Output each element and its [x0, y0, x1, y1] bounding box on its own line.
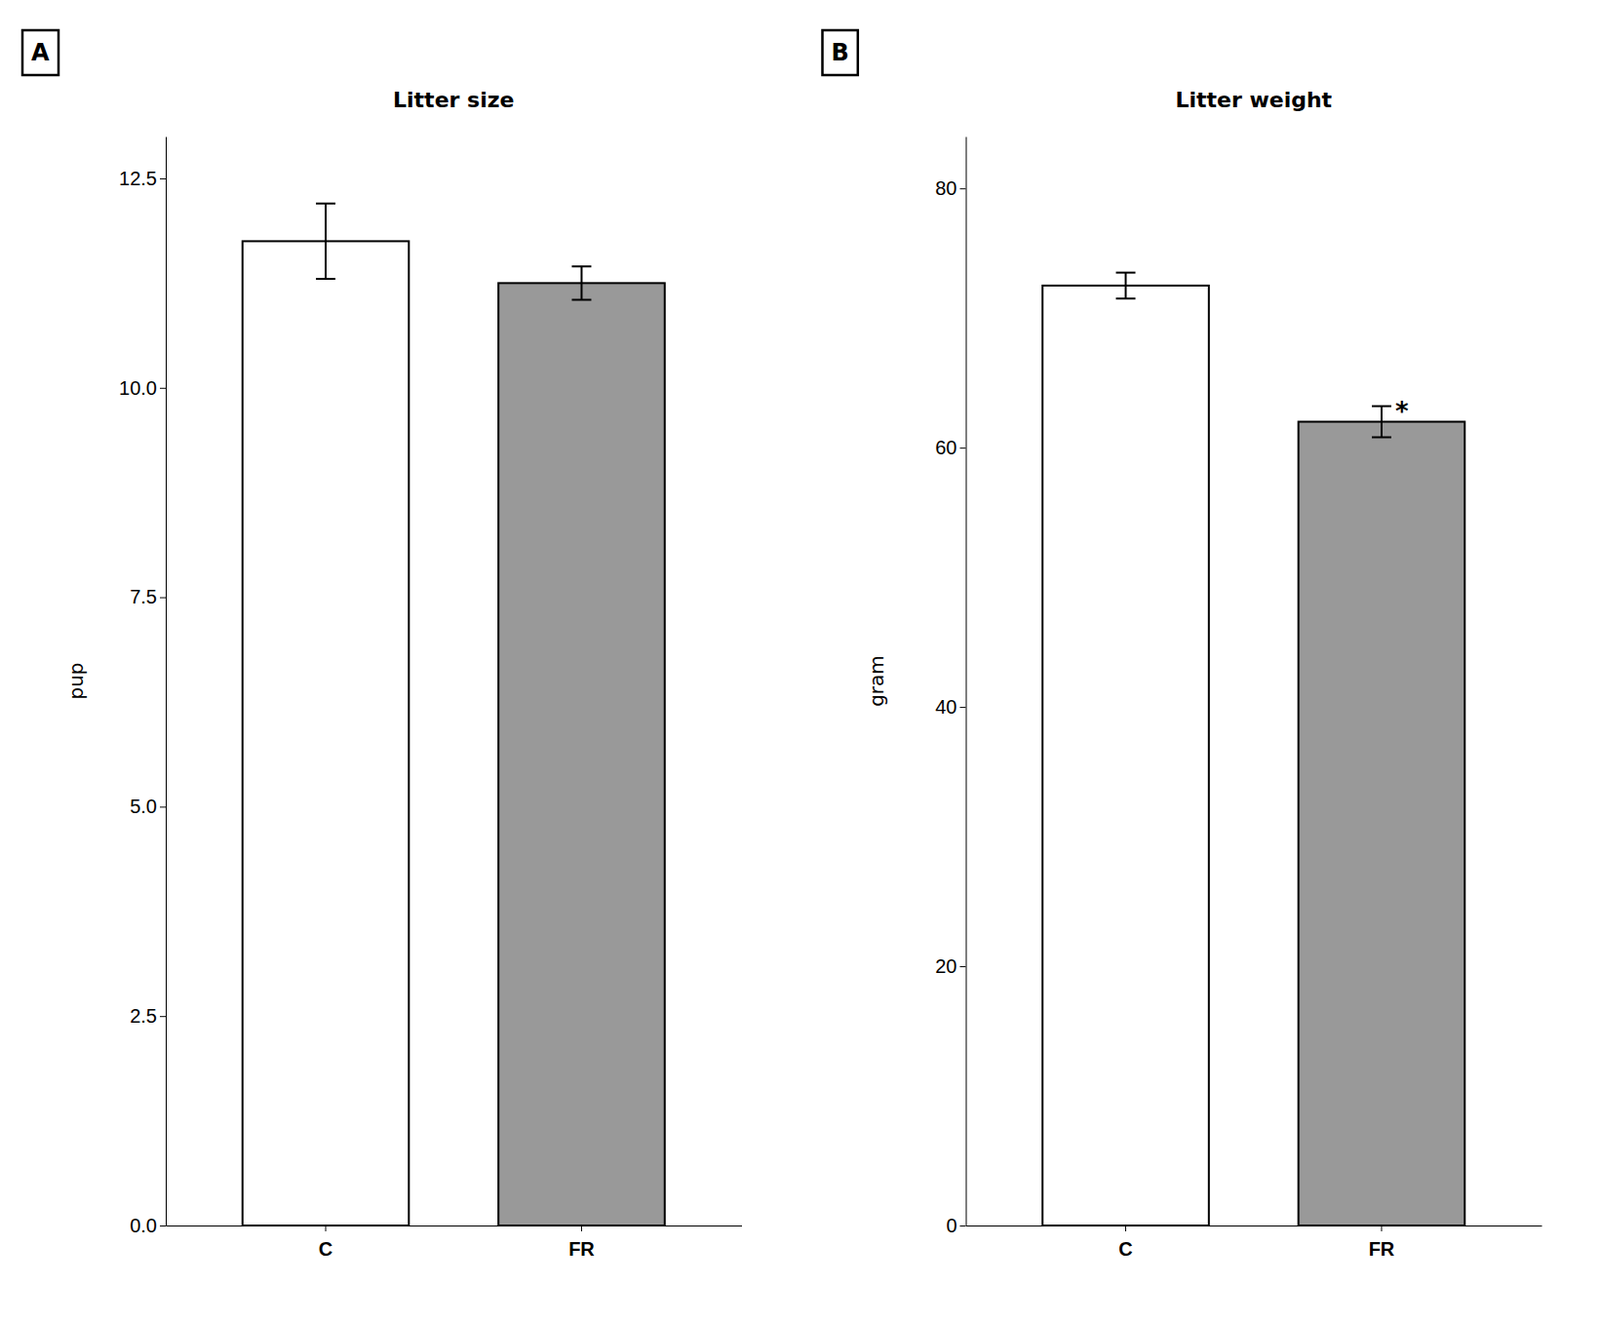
axis-line: [966, 137, 968, 1227]
error-bar-cap: [571, 265, 591, 268]
tick-mark: [960, 706, 967, 708]
tick-label: 0: [945, 1214, 957, 1237]
x-tick: FR: [568, 1225, 595, 1260]
tick-label: 12.5: [118, 167, 157, 190]
y-tick: 80: [935, 177, 966, 199]
error-bar-stem: [580, 266, 583, 300]
tick-label: C: [318, 1238, 333, 1260]
y-tick: 60: [935, 436, 966, 459]
y-tick: 2.5: [129, 1005, 166, 1027]
panel-label-box: [22, 30, 59, 76]
plot-area: [242, 203, 665, 1226]
error-bar-cap: [571, 299, 591, 302]
tick-label: 20: [935, 955, 957, 977]
axis-line: [166, 1225, 743, 1227]
tick-mark: [1380, 1225, 1382, 1232]
tick-mark: [159, 597, 166, 599]
tick-label: 40: [935, 696, 957, 718]
tick-mark: [159, 388, 166, 390]
tick-label: 5.0: [129, 795, 157, 818]
tick-mark: [960, 1225, 967, 1227]
y-tick: 0: [945, 1214, 966, 1237]
bar: [242, 240, 410, 1226]
tick-mark: [159, 1015, 166, 1017]
tick-label: C: [1118, 1238, 1132, 1260]
tick-mark: [1125, 1225, 1127, 1232]
error-bar-cap: [1116, 297, 1136, 300]
x-tick: C: [318, 1225, 333, 1260]
y-tick: 5.0: [129, 795, 166, 818]
tick-label: 7.5: [129, 585, 157, 608]
y-axis: 0.0 2.5 5.0 7.5 10.0 12.5: [118, 137, 166, 1237]
error-bar-cap: [315, 277, 336, 280]
tick-label: 10.0: [118, 377, 157, 399]
tick-mark: [325, 1225, 327, 1232]
tick-label: 80: [935, 177, 957, 199]
tick-mark: [581, 1225, 583, 1232]
error-bar-stem: [1380, 406, 1383, 438]
tick-mark: [159, 1225, 166, 1227]
x-tick: FR: [1368, 1225, 1396, 1260]
bar: [498, 282, 665, 1226]
error-bar-cap: [315, 202, 336, 205]
tick-label: FR: [1368, 1238, 1396, 1260]
tick-mark: [960, 188, 967, 190]
x-tick: C: [1118, 1225, 1132, 1260]
axis-line: [966, 1225, 1543, 1227]
tick-mark: [159, 806, 166, 808]
y-tick: 12.5: [118, 167, 166, 190]
bar: [1298, 422, 1466, 1226]
y-tick: 10.0: [118, 377, 166, 399]
tick-mark: [960, 447, 967, 449]
panel-label-text: A: [31, 39, 50, 67]
error-bar-cap: [1116, 272, 1136, 274]
y-axis-title: gram: [864, 655, 889, 707]
panel: C FR 0.0 2.5 5.0 7.5 10.0 12.5 pup Litter size A: [22, 30, 742, 1260]
plot-area: [1042, 273, 1465, 1226]
error-bar-cap: [1371, 405, 1392, 408]
title: Litter size: [392, 87, 514, 113]
error-bar-cap: [1371, 436, 1392, 439]
error-bar: [1371, 406, 1392, 438]
tick-label: 0.0: [129, 1214, 157, 1237]
panel-label: B: [822, 30, 859, 76]
tick-mark: [960, 966, 967, 968]
tick-label: 2.5: [129, 1005, 157, 1027]
chart-root: C FR 0.0 2.5 5.0 7.5 10.0 12.5 pup Litter size A * C…: [0, 0, 1600, 1323]
y-tick: 40: [935, 696, 966, 718]
y-tick: 7.5: [129, 585, 166, 608]
error-bar-stem: [1125, 273, 1128, 300]
tick-mark: [159, 178, 166, 180]
error-bar: [571, 266, 591, 300]
panel: * C FR 0 20 40 60 80 gram Litter weight B: [822, 30, 1543, 1260]
y-axis: 0 20 40 60 80: [935, 137, 967, 1237]
error-bar: [315, 203, 336, 279]
error-bar-stem: [324, 203, 327, 279]
panel-label-box: [822, 30, 859, 76]
tick-label: 60: [935, 436, 957, 459]
tick-label: FR: [568, 1238, 595, 1260]
bar: [1042, 285, 1210, 1226]
panel-label-text: B: [831, 39, 850, 67]
y-tick: 20: [935, 955, 966, 977]
panel-label: A: [22, 30, 59, 76]
title: Litter weight: [1174, 87, 1332, 113]
x-axis: C FR: [966, 1225, 1543, 1260]
error-bar: [1116, 273, 1136, 300]
y-tick: 0.0: [129, 1214, 166, 1237]
y-axis-title: pup: [64, 662, 88, 700]
annotation: *: [1395, 396, 1409, 427]
x-axis: C FR: [166, 1225, 743, 1260]
axis-line: [165, 137, 167, 1227]
